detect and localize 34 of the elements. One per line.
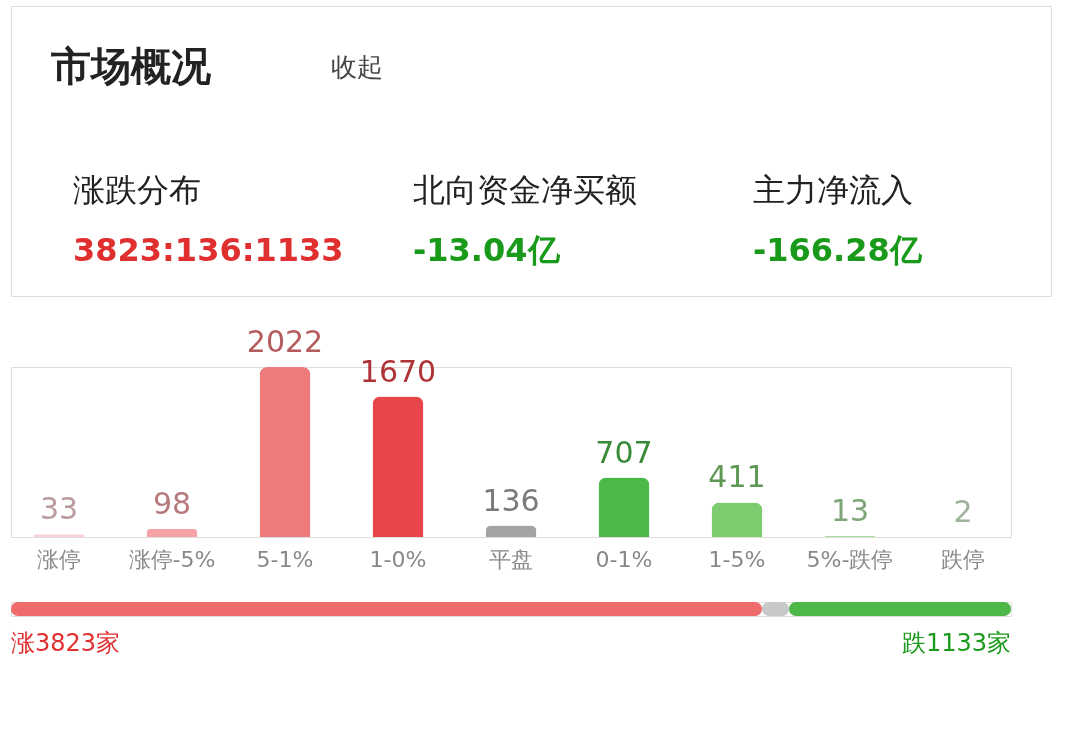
text: 北向资金净买额 [413, 171, 637, 209]
text: 市场概况 [50, 43, 211, 89]
x-tick-label: 5-1% [256, 546, 314, 572]
text: 涨跌分布 [73, 171, 201, 209]
data-label: 707 [595, 434, 653, 470]
x-tick-label: 跌停 [940, 546, 985, 572]
x-tick-label: 0-1% [595, 546, 653, 572]
text: 涨3823家 [11, 629, 121, 657]
data-label: 2022 [246, 324, 324, 359]
x-tick-label: 1-5% [708, 546, 766, 572]
bar [711, 502, 763, 537]
bar [598, 477, 650, 537]
data-label: 33 [39, 491, 79, 527]
data-label: 2 [953, 493, 973, 529]
x-tick-label: 涨停 [37, 546, 82, 572]
data-label: 98 [152, 485, 192, 521]
bar [146, 528, 198, 537]
data-label: 1670 [359, 353, 437, 389]
text: 收起 [331, 52, 383, 82]
text: -166.28亿 [753, 231, 923, 269]
text: -13.04亿 [413, 231, 561, 269]
data-label: 411 [708, 459, 766, 495]
x-tick-label: 5%-跌停 [806, 546, 894, 572]
bar [485, 525, 537, 537]
data-label: 136 [482, 482, 540, 518]
x-tick-label: 1-0% [369, 546, 427, 572]
x-tick-label: 涨停-5% [128, 546, 216, 572]
text: 主力净流入 [753, 171, 913, 209]
x-tick-label: 平盘 [489, 546, 533, 572]
bar [372, 396, 424, 537]
bar [259, 367, 311, 537]
text: 3823:136:1133 [73, 231, 344, 269]
data-label: 13 [830, 492, 870, 528]
text: 跌1133家 [901, 629, 1011, 657]
